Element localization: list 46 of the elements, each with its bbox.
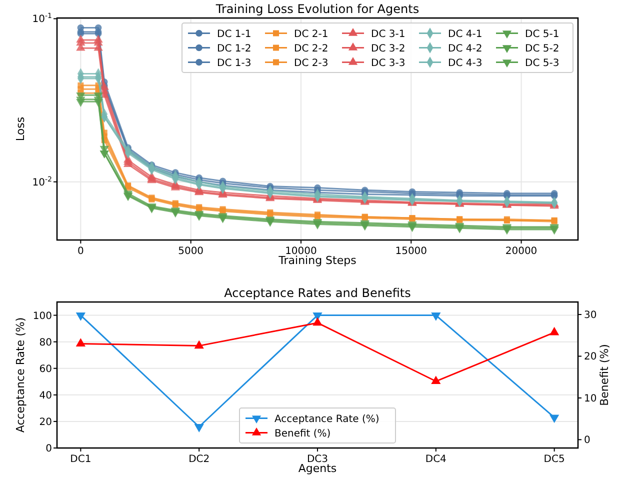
legend-label: DC 1-2 bbox=[217, 43, 252, 54]
y-axis-title: Acceptance Rate (%) bbox=[14, 317, 27, 433]
y-tick-label: 20 bbox=[39, 416, 52, 428]
legend-label: DC 2-2 bbox=[294, 43, 328, 54]
legend-label: DC 1-3 bbox=[217, 58, 252, 69]
x-tick-label: 5000 bbox=[178, 246, 204, 257]
chart-title: Acceptance Rates and Benefits bbox=[224, 286, 411, 300]
y-axis-title: Loss bbox=[14, 116, 27, 142]
y2-tick-label: 0 bbox=[584, 435, 590, 446]
legend-label: Benefit (%) bbox=[274, 428, 331, 440]
legend-label: Acceptance Rate (%) bbox=[274, 414, 380, 425]
chart-title: Training Loss Evolution for Agents bbox=[214, 2, 420, 16]
legend-label: DC 3-1 bbox=[371, 28, 406, 40]
y-tick-label: 0 bbox=[46, 444, 52, 454]
y2-tick-label: 10 bbox=[584, 393, 597, 404]
x-tick-label: 15000 bbox=[395, 246, 428, 257]
legend-label: DC 2-3 bbox=[294, 58, 328, 69]
y-tick-label: 60 bbox=[39, 364, 52, 375]
x-tick-label: DC4 bbox=[425, 454, 446, 465]
legend-label: DC 2-1 bbox=[294, 28, 328, 40]
legend-label: DC 5-3 bbox=[525, 58, 560, 69]
x-tick-label: DC1 bbox=[70, 454, 92, 465]
y2-axis-title: Benefit (%) bbox=[598, 344, 611, 406]
legend-label: DC 4-3 bbox=[448, 58, 482, 69]
legend-label: DC 3-2 bbox=[371, 43, 406, 54]
legend-label: DC 3-3 bbox=[371, 58, 406, 69]
x-tick-label: 20000 bbox=[505, 246, 538, 257]
legend-label: DC 1-1 bbox=[217, 28, 252, 40]
y2-tick-label: 30 bbox=[584, 310, 597, 322]
x-axis-title: Training Steps bbox=[278, 254, 357, 267]
legend-label: DC 4-2 bbox=[448, 43, 482, 54]
x-tick-label: 0 bbox=[77, 246, 84, 257]
y-tick-label: 80 bbox=[39, 337, 52, 348]
legend-label: DC 5-1 bbox=[525, 28, 560, 40]
x-tick-label: DC2 bbox=[188, 454, 210, 465]
x-tick-label: DC5 bbox=[544, 454, 565, 465]
y-tick-label: 10$^{-2}$ bbox=[32, 175, 52, 188]
legend-label: DC 4-1 bbox=[448, 28, 482, 40]
y-tick-label: 10$^{-1}$ bbox=[32, 12, 52, 26]
x-tick-label: DC3 bbox=[306, 454, 328, 465]
x-axis-title: Agents bbox=[298, 462, 337, 475]
x-tick-label: 10000 bbox=[285, 246, 317, 257]
y2-tick-label: 20 bbox=[584, 352, 597, 363]
y-tick-label: 100 bbox=[32, 310, 52, 322]
y-tick-label: 40 bbox=[39, 390, 52, 402]
legend-label: DC 5-2 bbox=[525, 43, 560, 54]
